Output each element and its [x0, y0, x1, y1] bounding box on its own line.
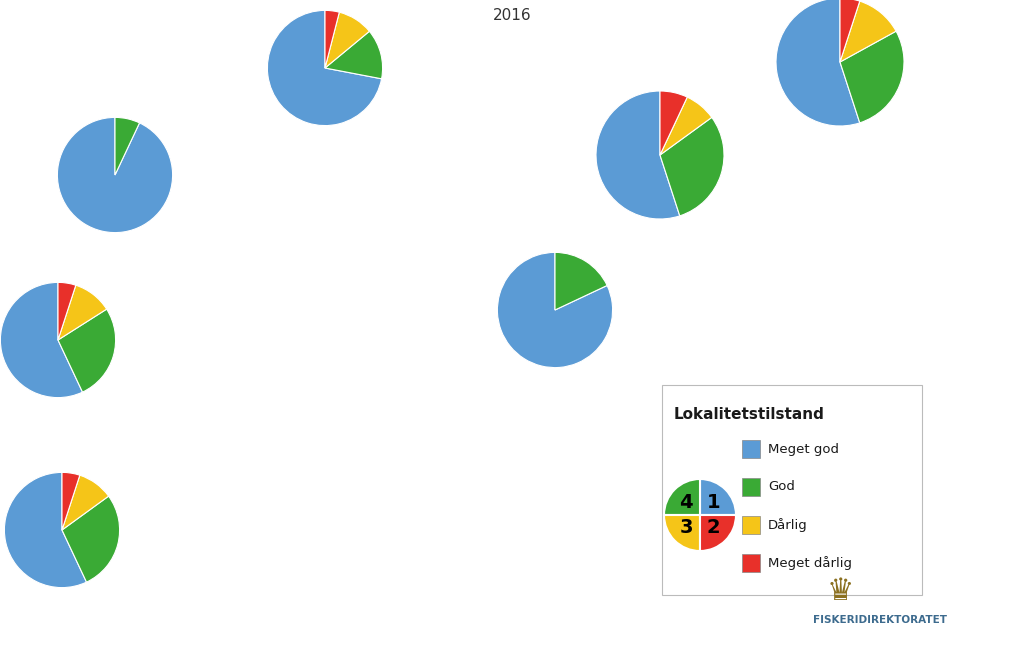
Wedge shape: [840, 0, 860, 62]
Wedge shape: [660, 97, 712, 155]
Bar: [742, 478, 760, 496]
Wedge shape: [664, 515, 700, 551]
Text: God: God: [768, 480, 795, 494]
Wedge shape: [555, 253, 607, 310]
Wedge shape: [325, 31, 383, 79]
Wedge shape: [58, 283, 76, 340]
Wedge shape: [596, 91, 680, 219]
Bar: [742, 440, 760, 458]
Wedge shape: [664, 479, 700, 515]
Bar: [742, 516, 760, 534]
Wedge shape: [700, 479, 736, 515]
Text: Meget god: Meget god: [768, 442, 839, 456]
Text: 4: 4: [680, 493, 693, 512]
Wedge shape: [58, 285, 106, 340]
Wedge shape: [62, 475, 109, 530]
Text: 2: 2: [707, 518, 721, 537]
Wedge shape: [660, 118, 724, 216]
Wedge shape: [700, 515, 736, 551]
Text: 3: 3: [680, 518, 693, 537]
Text: Meget dårlig: Meget dårlig: [768, 556, 852, 570]
Wedge shape: [840, 1, 896, 62]
Bar: [662, 385, 922, 595]
Wedge shape: [115, 118, 139, 175]
Wedge shape: [62, 472, 80, 530]
Text: FISKERIDIREKTORATET: FISKERIDIREKTORATET: [813, 615, 947, 625]
Text: Lokalitetstilstand: Lokalitetstilstand: [674, 407, 825, 422]
Wedge shape: [776, 0, 860, 126]
Wedge shape: [325, 11, 339, 68]
Wedge shape: [498, 253, 612, 367]
Text: 1: 1: [707, 493, 721, 512]
Text: ♛: ♛: [826, 578, 854, 607]
Wedge shape: [840, 31, 904, 123]
Bar: [742, 554, 760, 572]
Wedge shape: [660, 91, 687, 155]
Text: 2016: 2016: [493, 8, 531, 23]
Text: Dårlig: Dårlig: [768, 518, 808, 532]
Wedge shape: [62, 496, 120, 582]
Wedge shape: [58, 309, 116, 392]
Wedge shape: [4, 472, 86, 588]
Wedge shape: [325, 12, 370, 68]
Wedge shape: [0, 283, 83, 397]
Wedge shape: [267, 11, 382, 126]
Wedge shape: [57, 118, 173, 232]
